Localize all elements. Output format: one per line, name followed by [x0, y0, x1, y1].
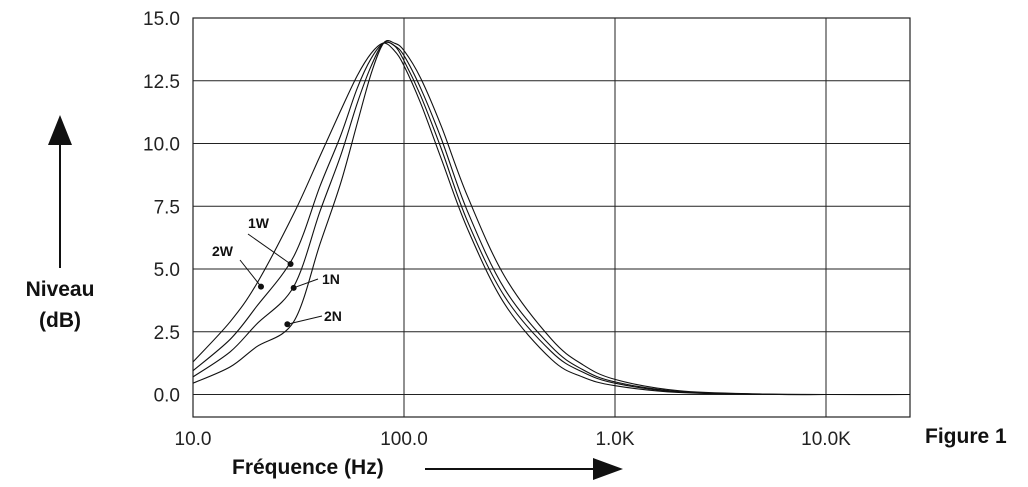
annotation-leader	[287, 315, 323, 325]
y-axis-title-group: Niveau (dB)	[26, 115, 95, 332]
y-tick-label: 12.5	[143, 72, 180, 93]
y-tick-label: 2.5	[154, 323, 180, 344]
x-axis-title: Fréquence (Hz)	[232, 456, 384, 479]
y-tick-label: 10.0	[143, 135, 180, 156]
curve-annotations: 1W 2W 1N 2N	[212, 215, 342, 328]
y-axis-arrow-head	[48, 115, 72, 145]
series-line-2n	[192, 40, 911, 396]
series-line-1n	[192, 41, 910, 396]
figure-label: Figure 1	[925, 425, 1007, 448]
x-tick-label: 1.0K	[595, 429, 634, 450]
annotation-leader	[293, 278, 319, 289]
y-axis-title-line1: Niveau	[26, 278, 95, 301]
x-tick-label: 100.0	[380, 429, 428, 450]
annotation-dot	[284, 321, 291, 328]
annotation-leader	[247, 233, 291, 265]
x-axis-title-group: Fréquence (Hz)	[232, 456, 623, 480]
series-line-2w	[192, 42, 910, 396]
x-tick-label: 10.0K	[801, 429, 851, 450]
y-tick-label: 5.0	[154, 260, 180, 281]
y-tick-label: 7.5	[154, 197, 180, 218]
x-axis-arrow-head	[593, 458, 623, 480]
curves	[192, 40, 911, 396]
grid	[192, 17, 911, 418]
annotation-label-2w: 2W	[212, 243, 234, 259]
annotation-dot	[290, 284, 297, 291]
y-tick-label: 0.0	[154, 386, 180, 407]
plot-frame	[192, 17, 911, 418]
y-axis-title-line2: (dB)	[39, 309, 81, 332]
tick-labels: 0.0 2.5 5.0 7.5 10.0 12.5 15.0 10.0 100.0 1.0K 10.…	[143, 9, 851, 450]
annotation-label-2n: 2N	[324, 308, 342, 324]
annotation-label-1n: 1N	[322, 271, 340, 287]
annotation-leader	[239, 259, 262, 287]
annotation-label-1w: 1W	[248, 215, 270, 231]
series-line-1w	[192, 41, 910, 396]
annotation-dot	[287, 260, 294, 267]
x-tick-label: 10.0	[175, 429, 212, 450]
y-tick-label: 15.0	[143, 9, 180, 30]
annotation-dot	[257, 283, 264, 290]
